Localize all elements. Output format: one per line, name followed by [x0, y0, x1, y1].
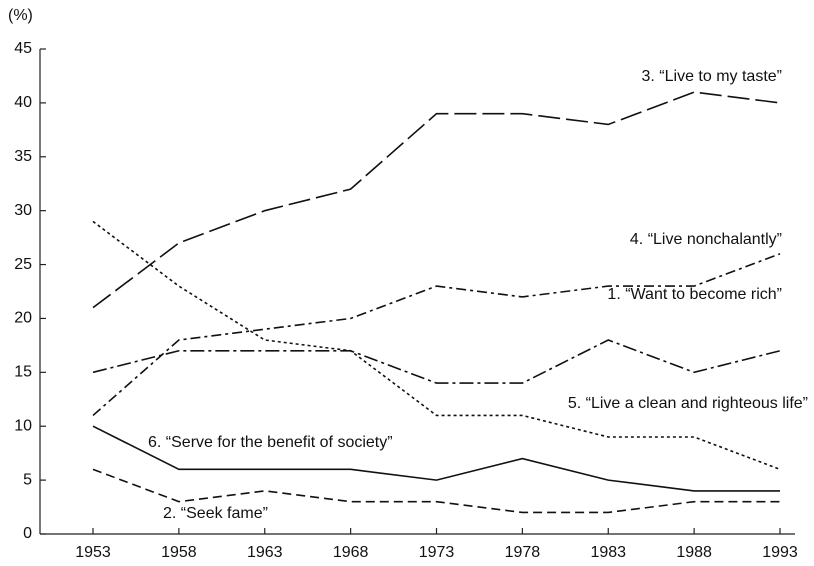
series-line [92, 468, 780, 514]
series-label: 1. “Want to become rich” [607, 286, 782, 303]
y-tick-label: 0 [23, 525, 32, 542]
y-tick-label: 25 [14, 256, 32, 273]
series-label: 4. “Live nonchalantly” [630, 231, 782, 248]
series-line [92, 220, 781, 471]
y-tick-label: 35 [14, 148, 32, 165]
y-tick-label: 10 [14, 417, 32, 434]
x-tick-label: 1983 [590, 544, 626, 561]
x-tick-label: 1968 [333, 544, 369, 561]
y-axis-label: (%) [8, 7, 33, 24]
series-label: 5. “Live a clean and righteous life” [568, 395, 808, 412]
x-tick-label: 1988 [676, 544, 712, 561]
x-tick-label: 1958 [161, 544, 197, 561]
series-label: 3. “Live to my taste” [642, 68, 783, 85]
series-line [92, 253, 781, 417]
x-tick-label: 1978 [505, 544, 541, 561]
x-tick-label: 1953 [75, 544, 111, 561]
y-tick-label: 5 [23, 471, 32, 488]
y-tick-label: 45 [14, 40, 32, 57]
x-tick-label: 1963 [247, 544, 283, 561]
y-tick-label: 20 [14, 310, 32, 327]
series-line [92, 91, 781, 309]
y-tick-label: 30 [14, 202, 32, 219]
series-label: 6. “Serve for the benefit of society” [148, 434, 393, 451]
x-tick-label: 1993 [762, 544, 798, 561]
series-line [92, 339, 781, 384]
y-tick-label: 15 [14, 364, 32, 381]
x-tick-label: 1973 [419, 544, 455, 561]
series-label: 2. “Seek fame” [163, 505, 268, 522]
y-tick-label: 40 [14, 94, 32, 111]
series-line [92, 425, 780, 492]
